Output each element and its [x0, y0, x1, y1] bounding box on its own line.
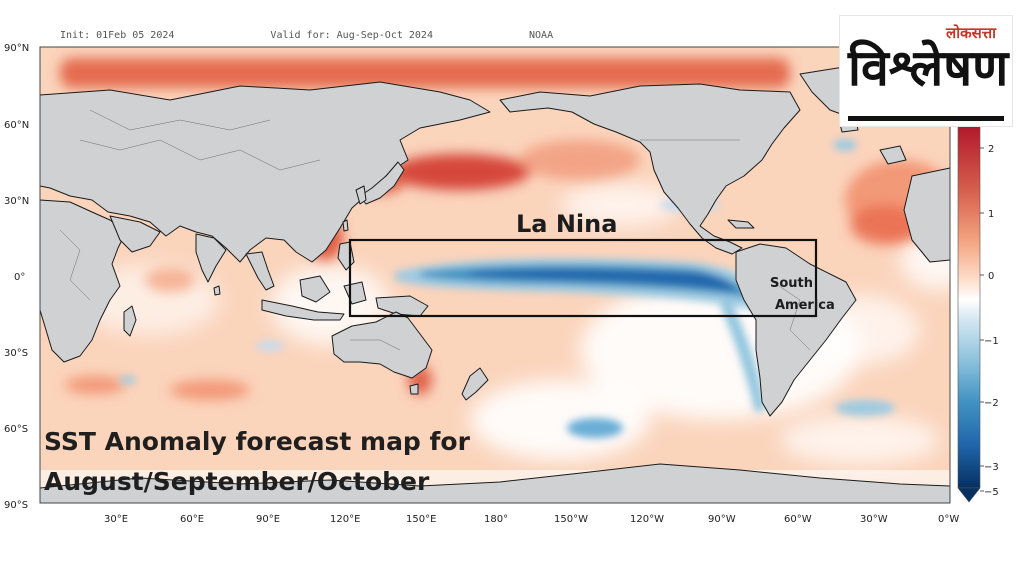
colorbar-label: 1 [988, 209, 994, 220]
lon-label: 30°W [860, 514, 888, 525]
la-nina-label: La Nina [516, 210, 617, 238]
map-frame [39, 46, 951, 504]
header-init: Init: 01Feb 05 2024 [60, 30, 175, 41]
colorbar-label: −1 [984, 336, 999, 347]
africa-land [39, 199, 127, 363]
colorbar-label: −3 [984, 462, 999, 473]
south-america-land [735, 243, 857, 417]
caption-line-1: SST Anomaly forecast map for [44, 427, 470, 456]
logo-main-text: विश्लेषण [848, 39, 1009, 97]
lon-label: 90°W [708, 514, 736, 525]
australia-land [331, 311, 433, 379]
south-america-label-line2: America [775, 298, 835, 313]
lon-label: 150°E [406, 514, 436, 525]
lat-label: 90°N [4, 43, 29, 54]
north-america-land [499, 83, 801, 255]
map-caption: SST Anomaly forecast map for August/Sept… [44, 422, 470, 502]
colorbar-label: −5 [984, 487, 999, 498]
colorbar: 2 1 0 −1 −2 −3 −5 [957, 125, 999, 503]
colorbar-gradient [957, 125, 981, 489]
lat-label: 30°N [4, 196, 29, 207]
lon-label: 120°W [630, 514, 664, 525]
lon-label: 180° [484, 514, 508, 525]
lat-label: 60°N [4, 120, 29, 131]
lat-label: 60°S [4, 424, 28, 435]
header-source: NOAA [529, 30, 554, 41]
lat-label: 30°S [4, 348, 28, 359]
logo-underline [848, 116, 1004, 121]
south-america-label-line1: South [770, 276, 813, 291]
colorbar-label: −2 [984, 398, 999, 409]
la-nina-region-box [348, 238, 818, 318]
longitude-axis: 30°E 60°E 90°E 120°E 150°E 180° 150°W 12… [104, 514, 959, 525]
lon-label: 120°E [330, 514, 360, 525]
political-borders [59, 109, 811, 351]
lon-label: 60°E [180, 514, 204, 525]
caption-line-2: August/September/October [44, 467, 430, 496]
logo-small-text: लोकसत्ता [946, 24, 996, 42]
lon-label: 60°W [784, 514, 812, 525]
eurasia-land [39, 81, 491, 263]
lat-label: 90°S [4, 500, 28, 511]
lon-label: 150°W [554, 514, 588, 525]
lon-label: 30°E [104, 514, 128, 525]
landmasses [39, 65, 951, 504]
colorbar-label: 0 [988, 271, 994, 282]
latitude-axis: 90°N 60°N 30°N 0° 30°S 60°S 90°S [4, 43, 29, 511]
loksatta-vishleshan-logo: लोकसत्ता विश्लेषण [840, 16, 1012, 126]
header-valid: Valid for: Aug-Sep-Oct 2024 [270, 30, 433, 41]
map-header: Init: 01Feb 05 2024 Valid for: Aug-Sep-O… [60, 30, 860, 44]
colorbar-label: 2 [988, 144, 994, 155]
lat-label: 0° [14, 272, 25, 283]
lon-label: 0°W [938, 514, 959, 525]
colorbar-extend-arrow [957, 487, 981, 503]
lon-label: 90°E [256, 514, 280, 525]
